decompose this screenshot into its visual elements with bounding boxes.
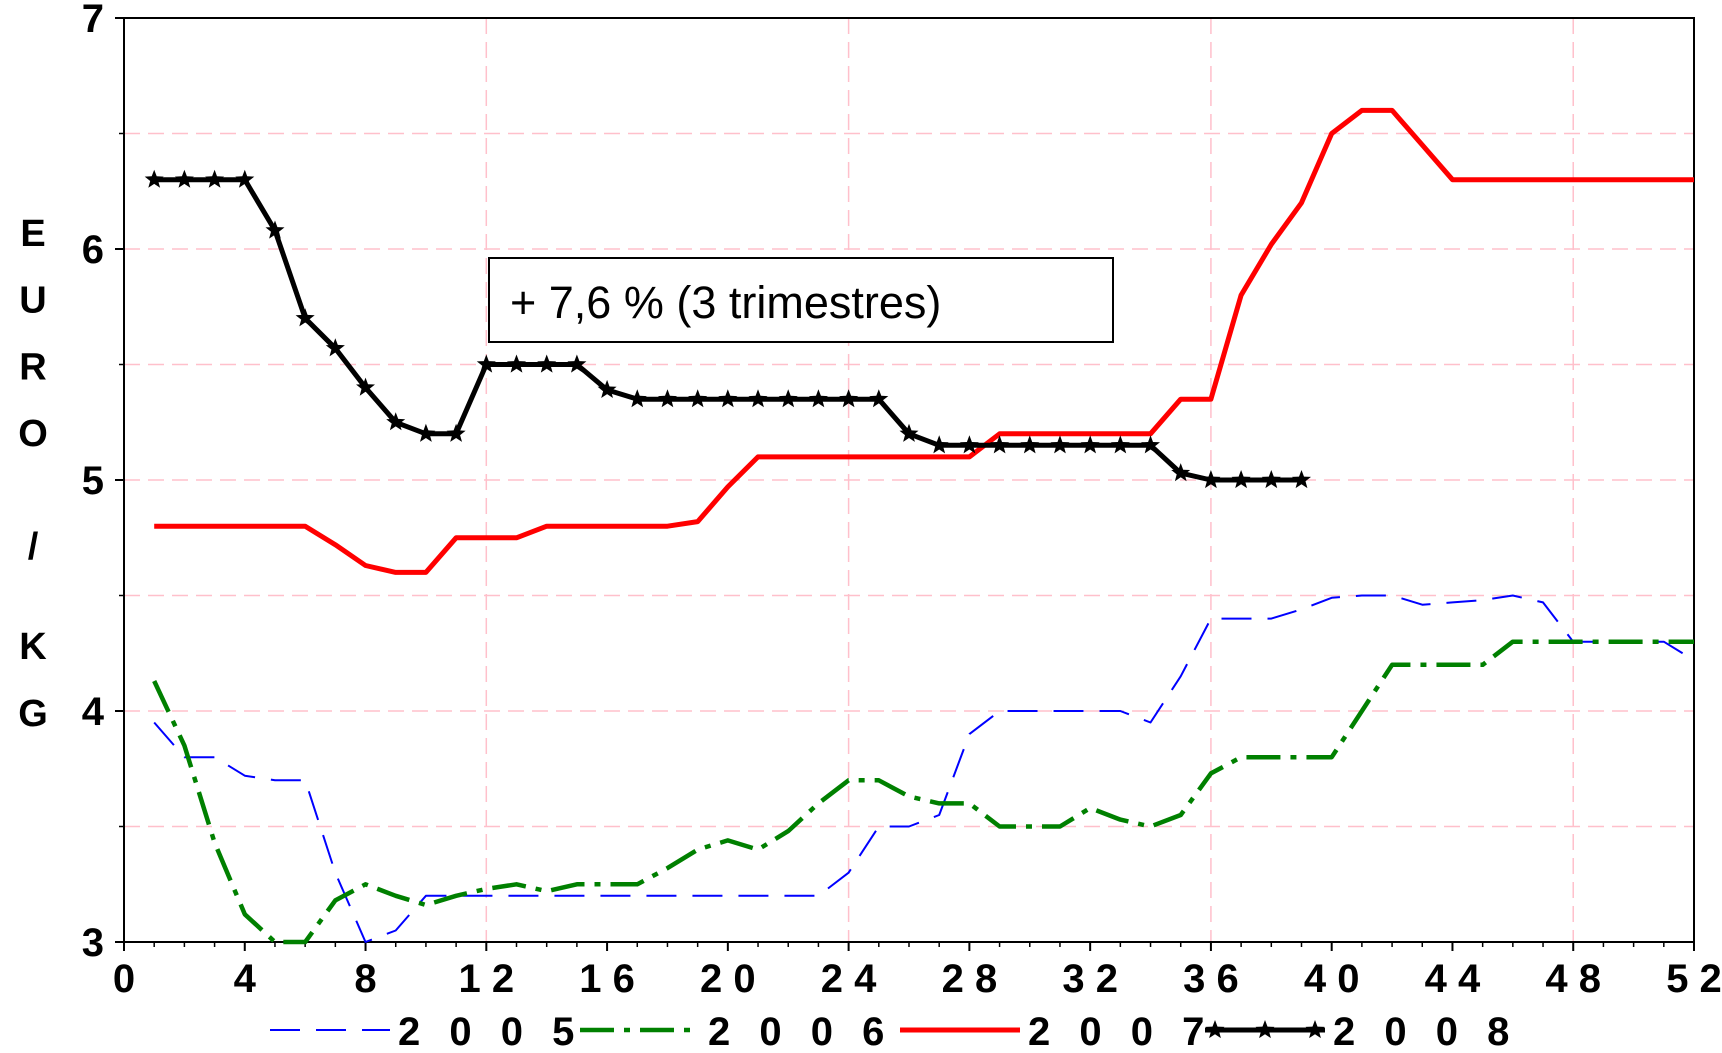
x-tick-label: 1 6	[579, 957, 635, 1001]
annotation-box	[488, 257, 1114, 343]
data-point-star	[1231, 470, 1251, 489]
data-point-star	[869, 389, 889, 408]
y-axis-label-letter: E	[20, 213, 45, 255]
data-point-star	[1171, 463, 1191, 482]
legend: 2 0 0 5 2 0 0 6 2 0 0 7 2 0 0 8	[270, 1010, 1518, 1053]
data-point-star	[1201, 470, 1221, 489]
y-tick-label: 3	[82, 921, 104, 965]
data-point-star	[597, 379, 617, 398]
data-point-star	[959, 435, 979, 454]
legend-label: 2 0 0 5	[398, 1010, 583, 1053]
legend-label: 2 0 0 6	[708, 1010, 893, 1053]
data-point-star	[748, 389, 768, 408]
data-point-star	[718, 389, 738, 408]
y-axis-label-letter: R	[19, 346, 46, 388]
data-point-star	[446, 423, 466, 442]
series-2	[154, 107, 1694, 575]
legend-entry: 2 0 0 6	[580, 1010, 893, 1053]
legend-entry: 2 0 0 5	[270, 1010, 583, 1053]
y-axis-label-letter: K	[19, 626, 47, 668]
annotation-text: + 7,6 % (3 trimestres)	[510, 277, 941, 328]
x-tick-label: 3 6	[1183, 957, 1239, 1001]
legend-star-marker	[1305, 1020, 1325, 1039]
data-point-star	[356, 377, 375, 396]
data-point-star	[1110, 435, 1130, 454]
data-point-star	[144, 169, 164, 188]
x-tick-label: 2 0	[700, 957, 756, 1001]
series-line	[152, 639, 1694, 945]
y-axis-label-letter: G	[18, 693, 48, 735]
data-point-star	[325, 338, 345, 357]
legend-label: 2 0 0 7	[1028, 1010, 1213, 1053]
data-point-star	[265, 220, 285, 239]
x-tick-label: 4	[234, 957, 257, 1001]
data-point-star	[386, 412, 406, 431]
data-point-star	[476, 354, 496, 373]
grid-lines	[124, 18, 1694, 942]
series-1	[152, 639, 1694, 945]
data-point-star	[929, 435, 949, 454]
data-point-star	[174, 169, 194, 188]
series-line	[154, 107, 1694, 575]
series-layer	[144, 107, 1695, 945]
data-point-star	[990, 435, 1010, 454]
y-axis-label-letter: U	[19, 280, 46, 322]
data-point-star	[537, 354, 557, 373]
axes: 0 4 8 1 2 1 6 2 0 2 4 2 8 3 2 3 6 4 0 4 4 4 8 5 2 3 4 5 6…	[82, 0, 1722, 1001]
x-tick-label: 8	[354, 957, 376, 1001]
x-tick-label: 4 8	[1545, 957, 1601, 1001]
y-tick-label: 7	[82, 0, 104, 41]
x-tick-label: 2 8	[942, 957, 998, 1001]
y-axis-label-letter: O	[18, 413, 48, 455]
legend-star-marker	[1205, 1020, 1225, 1039]
x-tick-label: 3 2	[1062, 957, 1118, 1001]
data-point-star	[1020, 435, 1040, 454]
legend-entry: 2 0 0 8	[1205, 1010, 1518, 1053]
data-point-star	[808, 389, 828, 408]
data-point-star	[658, 389, 677, 408]
legend-entry: 2 0 0 7	[900, 1010, 1213, 1053]
y-tick-label: 4	[82, 690, 105, 734]
data-point-star	[688, 389, 708, 408]
data-point-star	[899, 423, 919, 442]
series-3	[144, 169, 1311, 489]
x-tick-label: 5 2	[1666, 957, 1722, 1001]
x-tick-label: 1 2	[459, 957, 515, 1001]
data-point-star	[839, 389, 859, 408]
data-point-star	[235, 169, 255, 188]
data-point-star	[1050, 435, 1070, 454]
legend-label: 2 0 0 8	[1333, 1010, 1518, 1053]
x-tick-label: 4 0	[1304, 957, 1360, 1001]
data-point-star	[416, 423, 436, 442]
y-tick-label: 6	[82, 228, 104, 272]
x-tick-label: 0	[113, 957, 135, 1001]
data-point-star	[295, 308, 315, 327]
data-point-star	[1141, 435, 1160, 454]
data-point-star	[1261, 470, 1281, 489]
data-point-star	[567, 354, 587, 373]
data-point-star	[627, 389, 647, 408]
y-tick-label: 5	[82, 459, 104, 503]
legend-star-marker	[1255, 1020, 1275, 1039]
y-axis-label-letter: /	[28, 526, 39, 568]
annotation: + 7,6 % (3 trimestres)	[488, 257, 1114, 343]
data-point-star	[1080, 435, 1100, 454]
data-point-star	[507, 354, 526, 373]
data-point-star	[1292, 470, 1311, 489]
data-point-star	[778, 389, 798, 408]
x-tick-label: 4 4	[1425, 957, 1481, 1001]
data-point-star	[205, 169, 225, 188]
x-tick-label: 2 4	[821, 957, 877, 1001]
